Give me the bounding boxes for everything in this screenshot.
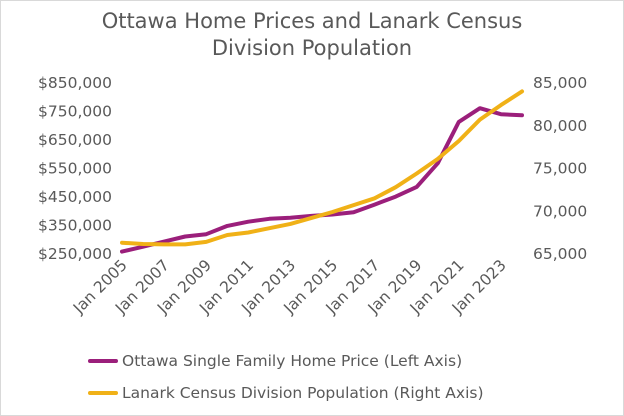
chart-title: Ottawa Home Prices and Lanark Census Div… <box>0 8 624 62</box>
chart-title-line-1: Ottawa Home Prices and Lanark Census <box>101 9 523 33</box>
y-left-tick-label: $650,000 <box>38 131 112 149</box>
legend-label-population: Lanark Census Division Population (Right… <box>122 384 484 402</box>
legend-swatch-home-price <box>88 359 118 363</box>
y-left-tick-label: $750,000 <box>38 103 112 121</box>
y-right-tick-label: 70,000 <box>533 202 587 220</box>
y-right-tick-label: 85,000 <box>533 74 587 92</box>
legend-item-home-price: Ottawa Single Family Home Price (Left Ax… <box>88 345 484 377</box>
y-left-tick-label: $350,000 <box>38 217 112 235</box>
y-left-tick-label: $450,000 <box>38 188 112 206</box>
series-line-home-price <box>120 106 524 254</box>
chart-title-line-2: Division Population <box>211 36 413 60</box>
y-right-tick-label: 65,000 <box>533 245 587 263</box>
y-left-tick-label: $550,000 <box>38 160 112 178</box>
y-left-tick-label: $250,000 <box>38 245 112 263</box>
y-right-tick-label: 75,000 <box>533 160 587 178</box>
chart-legend: Ottawa Single Family Home Price (Left Ax… <box>88 345 484 409</box>
legend-item-population: Lanark Census Division Population (Right… <box>88 377 484 409</box>
y-right-tick-label: 80,000 <box>533 117 587 135</box>
legend-label-home-price: Ottawa Single Family Home Price (Left Ax… <box>122 352 463 370</box>
legend-swatch-population <box>88 391 118 395</box>
series-line-population <box>120 89 524 247</box>
y-left-tick-label: $850,000 <box>38 74 112 92</box>
